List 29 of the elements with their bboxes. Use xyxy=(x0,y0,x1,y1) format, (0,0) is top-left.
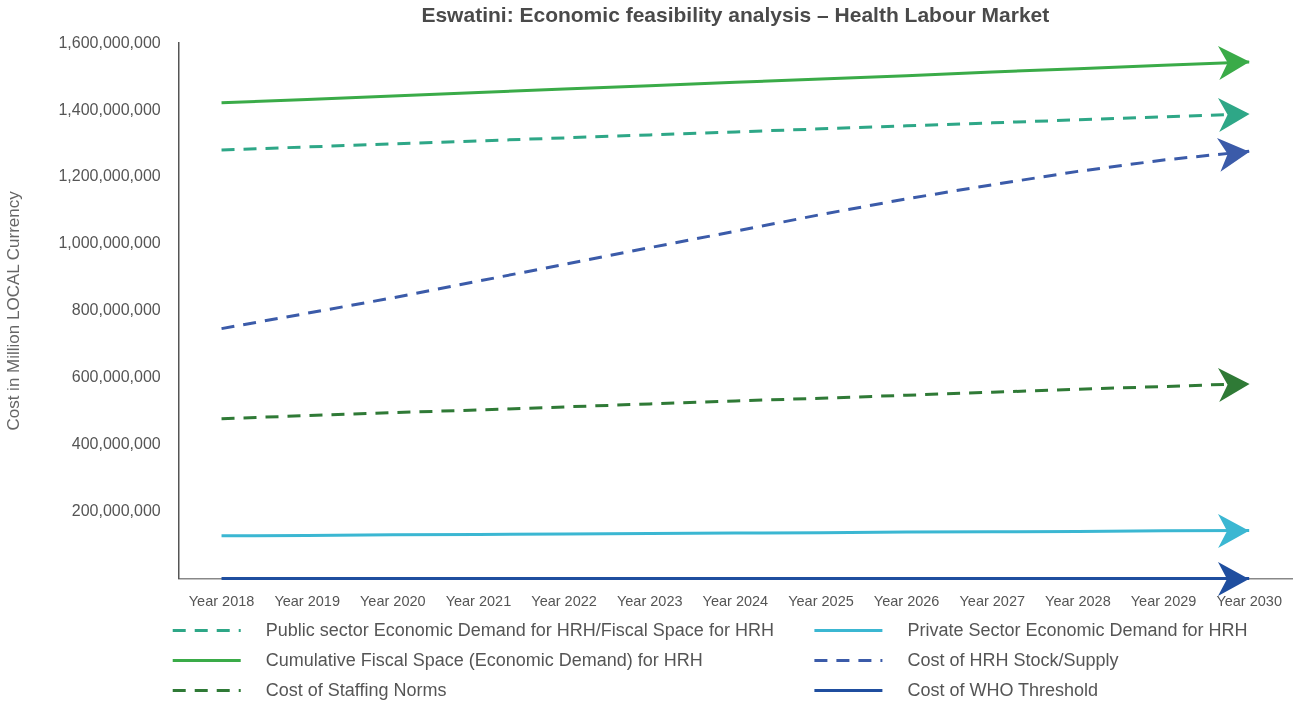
x-tick-label: Year 2024 xyxy=(702,593,769,610)
x-tick-label: Year 2018 xyxy=(188,593,255,610)
y-tick-label: 800,000,000 xyxy=(71,301,161,319)
legend-label: Cost of HRH Stock/Supply xyxy=(907,649,1119,670)
y-tick-label: 200,000,000 xyxy=(71,502,161,520)
x-tick-label: Year 2027 xyxy=(959,593,1026,610)
x-tick-label: Year 2019 xyxy=(274,593,340,610)
x-tick-label: Year 2021 xyxy=(445,593,512,610)
y-tick-label: 1,200,000,000 xyxy=(58,167,161,185)
x-tick-label: Year 2022 xyxy=(531,593,597,610)
y-tick-label: 400,000,000 xyxy=(71,435,161,453)
legend-label: Public sector Economic Demand for HRH/Fiscal Space for HRH xyxy=(265,619,774,640)
legend-label: Cost of WHO Threshold xyxy=(907,679,1099,700)
x-tick-label: Year 2030 xyxy=(1216,593,1282,610)
legend-label: Cumulative Fiscal Space (Economic Demand) for HRH xyxy=(265,649,703,670)
legend-label: Cost of Staffing Norms xyxy=(265,679,447,700)
y-axis-title: Cost in Million LOCAL Currency xyxy=(3,190,23,431)
y-tick-label: 1,000,000,000 xyxy=(58,234,161,252)
y-tick-label: 1,600,000,000 xyxy=(58,33,161,51)
y-tick-label: 1,400,000,000 xyxy=(58,100,161,118)
x-tick-label: Year 2028 xyxy=(1045,593,1111,610)
x-tick-label: Year 2025 xyxy=(788,593,854,610)
x-tick-label: Year 2029 xyxy=(1130,593,1197,610)
chart-title: Eswatini: Economic feasibility analysis – Health Labour Market xyxy=(421,3,1050,27)
legend-label: Private Sector Economic Demand for HRH xyxy=(907,619,1248,640)
x-tick-label: Year 2026 xyxy=(873,593,940,610)
x-tick-label: Year 2023 xyxy=(616,593,683,610)
x-tick-label: Year 2020 xyxy=(360,593,426,610)
y-tick-label: 600,000,000 xyxy=(71,368,161,386)
